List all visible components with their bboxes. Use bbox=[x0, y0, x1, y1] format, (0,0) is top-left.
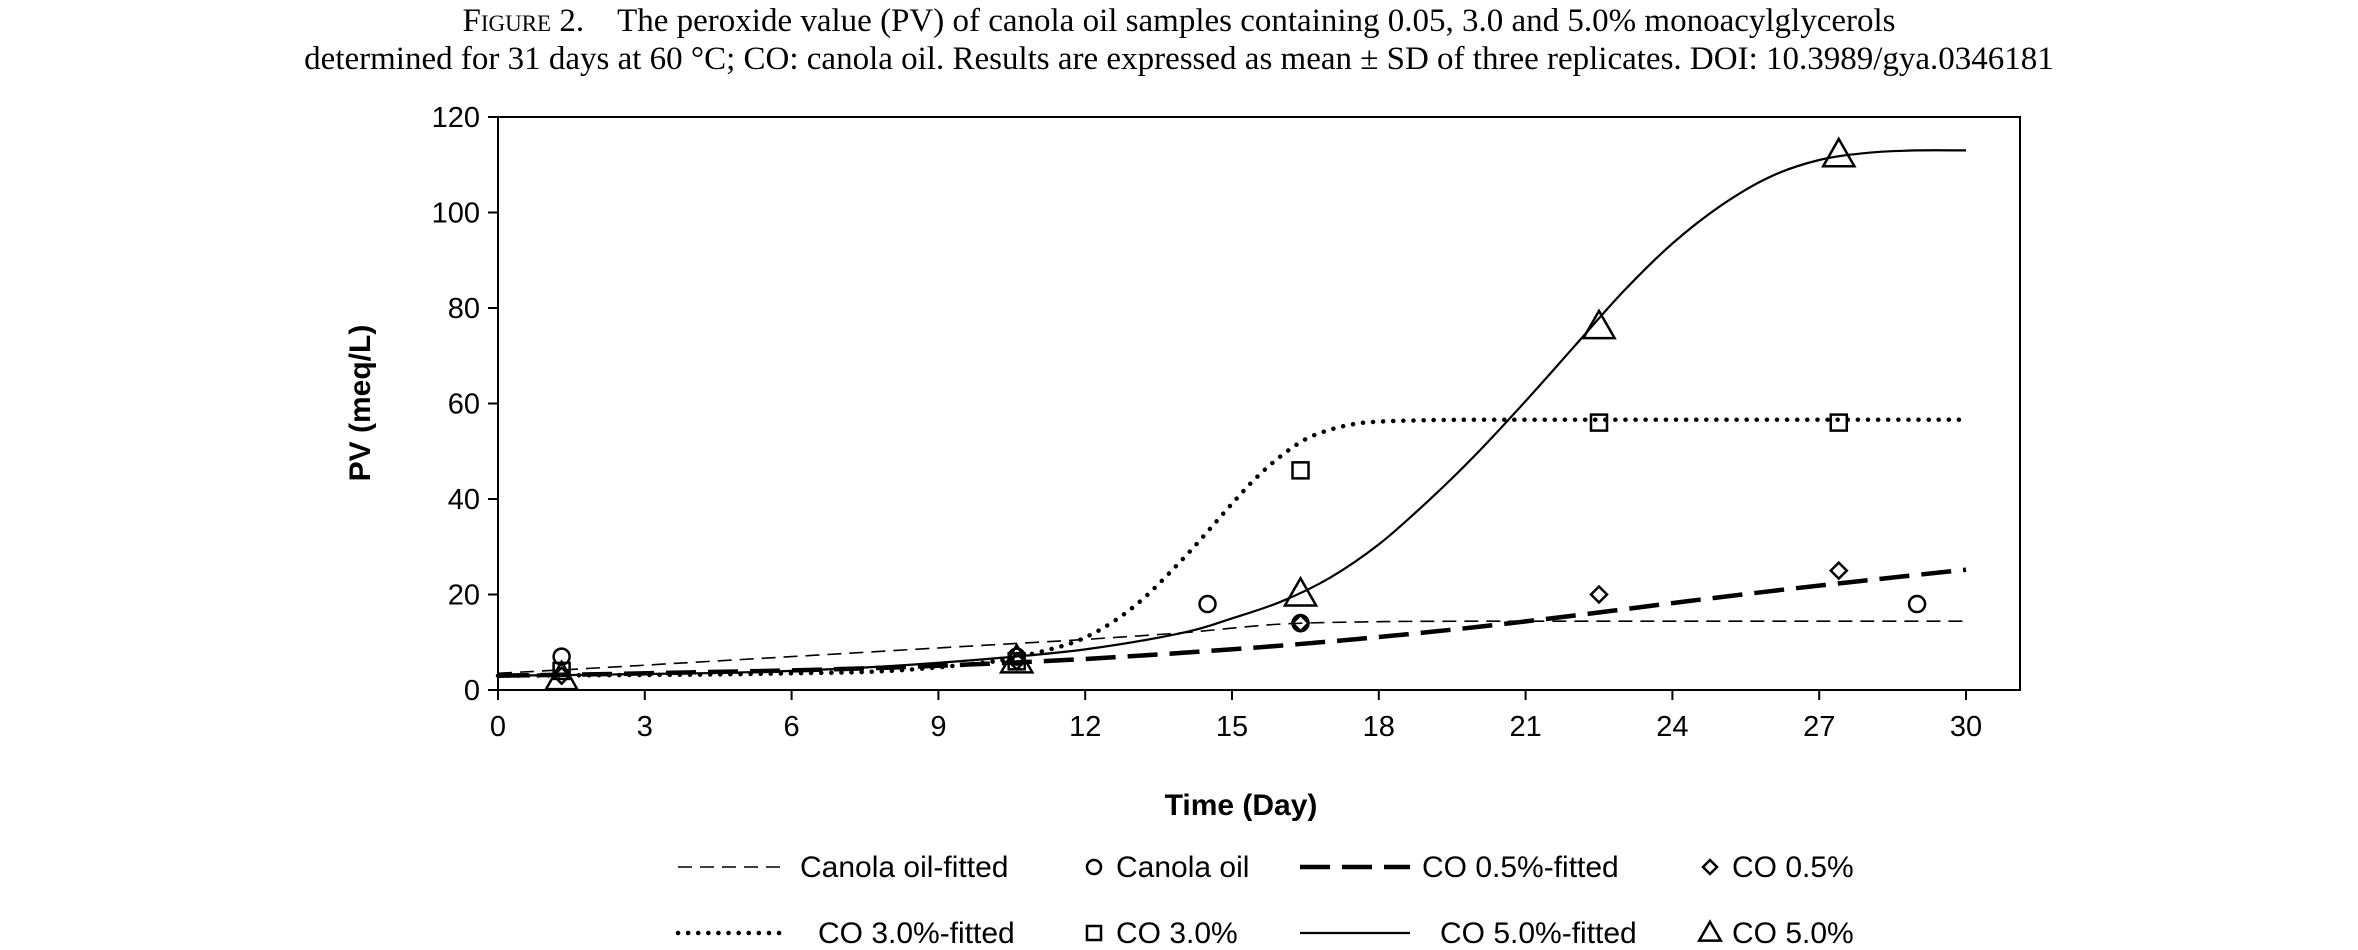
data-point-co-3-0 bbox=[1291, 461, 1310, 480]
caption-line-2: determined for 31 days at 60 °C; CO: can… bbox=[304, 41, 2054, 77]
fitted-curves bbox=[495, 149, 1969, 678]
legend-entry-co-5-0-fitted: CO 5.0%-fitted bbox=[1300, 917, 1637, 950]
series-points-co-0-5 bbox=[551, 560, 1849, 686]
series-line-co-0-5-fitted bbox=[497, 567, 1967, 678]
data-point-co-3-0 bbox=[1589, 413, 1609, 432]
y-tick-label: 80 bbox=[448, 293, 480, 325]
y-tick-label: 60 bbox=[448, 389, 480, 421]
legend-swatch-canola-oil bbox=[1085, 858, 1103, 876]
data-point-canola-oil bbox=[1907, 594, 1927, 614]
legend: Canola oil-fitted Canola oil CO 0.5%-fitte… bbox=[675, 851, 1854, 950]
x-tick-label: 3 bbox=[637, 711, 653, 743]
legend-label-canola-oil: Canola oil bbox=[1116, 851, 1249, 884]
legend-label-canola-oil-fitted: Canola oil-fitted bbox=[800, 851, 1008, 884]
legend-swatch-co-5-0 bbox=[1697, 919, 1723, 942]
x-tick-label: 27 bbox=[1803, 711, 1835, 743]
legend-label-co-5-0: CO 5.0% bbox=[1732, 917, 1854, 950]
y-tick-label: 40 bbox=[448, 484, 480, 516]
series-points-canola-oil bbox=[552, 594, 1927, 666]
legend-swatch-co-3-0 bbox=[1085, 924, 1103, 942]
data-point-co-0-5 bbox=[1829, 560, 1849, 581]
caption-line-1: Figure 2. The peroxide value (PV) of can… bbox=[0, 2, 2358, 40]
legend-entry-co-5-0: CO 5.0% bbox=[1697, 917, 1854, 950]
y-tick-label: 0 bbox=[464, 675, 480, 707]
legend-swatch-co-0-5 bbox=[1701, 858, 1719, 876]
legend-label-co-0-5-fitted: CO 0.5%-fitted bbox=[1422, 851, 1619, 884]
series-line-co-3-0-fitted bbox=[495, 417, 1969, 678]
x-tick-label: 9 bbox=[930, 711, 946, 743]
caption-text-1: The peroxide value (PV) of canola oil sa… bbox=[617, 3, 1896, 39]
data-point-co-5-0 bbox=[1821, 136, 1857, 168]
y-tick-label: 120 bbox=[432, 102, 480, 134]
figure-label: Figure 2. bbox=[462, 3, 585, 39]
legend-label-co-0-5: CO 0.5% bbox=[1732, 851, 1854, 884]
y-tick-label: 20 bbox=[448, 580, 480, 612]
data-point-co-0-5 bbox=[1589, 584, 1609, 605]
y-axis-title: PV (meq/L) bbox=[344, 325, 377, 482]
legend-entry-co-3-0-fitted: CO 3.0%-fitted bbox=[675, 917, 1015, 950]
series-points-co-5-0 bbox=[543, 136, 1857, 691]
data-point-co-5-0 bbox=[1581, 308, 1617, 340]
series-line-co-5-0-fitted bbox=[497, 149, 1967, 677]
legend-label-co-3-0-fitted: CO 3.0%-fitted bbox=[818, 917, 1015, 950]
series-line-canola-oil-fitted bbox=[497, 620, 1966, 675]
data-point-co-5-0 bbox=[1282, 575, 1319, 607]
x-tick-label: 0 bbox=[490, 711, 506, 743]
y-tick-label: 100 bbox=[432, 198, 480, 230]
legend-entry-co-0-5-fitted: CO 0.5%-fitted bbox=[1300, 851, 1619, 884]
data-point-canola-oil bbox=[552, 647, 571, 666]
axes: 0 3 6 9 12 15 18 21 24 27 30 0 20 40 60 80 100 120 bbox=[432, 102, 1983, 743]
legend-label-co-3-0: CO 3.0% bbox=[1116, 917, 1238, 950]
figure-caption: Figure 2. The peroxide value (PV) of can… bbox=[0, 2, 2358, 78]
data-point-canola-oil bbox=[1198, 594, 1217, 614]
data-point-co-5-0 bbox=[543, 659, 580, 691]
x-tick-label: 6 bbox=[784, 711, 800, 743]
x-tick-label: 15 bbox=[1216, 711, 1248, 743]
plot-area-frame bbox=[497, 116, 2021, 691]
observed-markers bbox=[543, 136, 1927, 691]
data-point-co-3-0 bbox=[1829, 413, 1849, 432]
legend-entry-co-3-0: CO 3.0% bbox=[1085, 917, 1238, 950]
legend-label-co-5-0-fitted: CO 5.0%-fitted bbox=[1440, 917, 1637, 950]
x-tick-label: 12 bbox=[1069, 711, 1101, 743]
x-axis-title: Time (Day) bbox=[1165, 789, 1318, 822]
legend-entry-co-0-5: CO 0.5% bbox=[1701, 851, 1854, 884]
x-tick-label: 18 bbox=[1363, 711, 1395, 743]
data-point-co-0-5 bbox=[1290, 613, 1311, 633]
legend-entry-canola-oil-fitted: Canola oil-fitted bbox=[678, 851, 1008, 884]
x-tick-label: 24 bbox=[1656, 711, 1688, 743]
series-points-co-3-0 bbox=[552, 413, 1849, 681]
data-point-co-5-0 bbox=[998, 642, 1035, 674]
x-tick-label: 30 bbox=[1950, 711, 1982, 743]
x-tick-label: 21 bbox=[1509, 711, 1541, 743]
legend-entry-canola-oil: Canola oil bbox=[1085, 851, 1249, 884]
